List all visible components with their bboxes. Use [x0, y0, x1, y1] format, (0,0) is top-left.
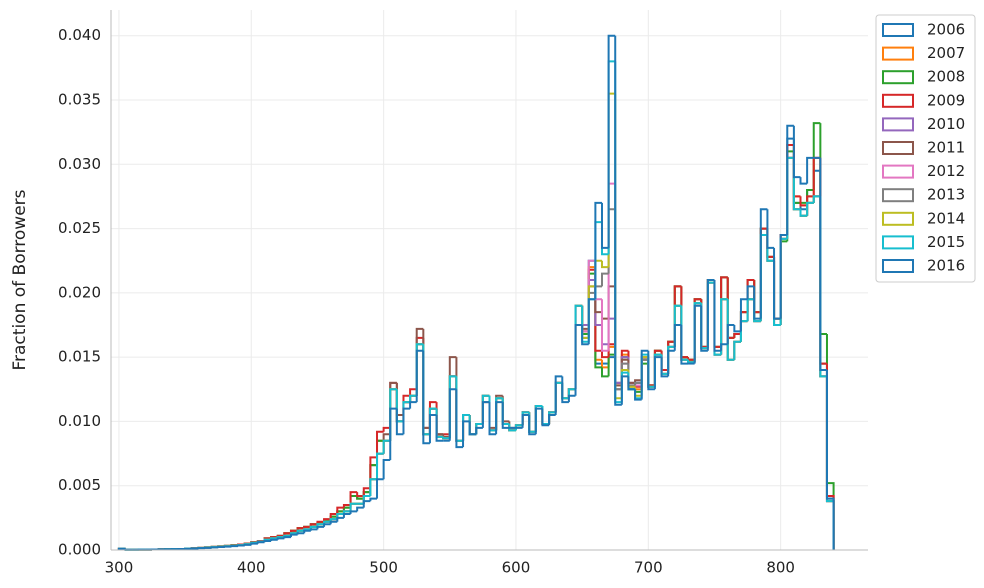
legend-label: 2015 — [927, 233, 965, 251]
histogram-step — [304, 531, 311, 534]
x-tick-label: 300 — [105, 559, 134, 577]
y-tick-label: 0.020 — [58, 283, 101, 301]
y-tick-label: 0.000 — [58, 541, 101, 559]
histogram-step — [794, 126, 801, 177]
histogram-step — [364, 501, 371, 507]
histogram-step — [238, 546, 245, 547]
histogram-step — [331, 522, 338, 525]
histogram-step — [781, 235, 788, 319]
series — [119, 145, 834, 550]
histogram-step — [476, 428, 483, 434]
histogram-step — [311, 529, 318, 530]
histogram-step — [344, 514, 351, 518]
histogram-step — [569, 396, 576, 402]
histogram-step — [278, 538, 285, 539]
histogram-step — [271, 540, 278, 541]
y-tick-label: 0.025 — [58, 219, 101, 237]
histogram-step — [668, 351, 675, 377]
histogram-step — [807, 203, 814, 216]
histogram-step — [298, 533, 305, 534]
y-tick-label: 0.030 — [58, 155, 101, 173]
legend-label: 2009 — [927, 91, 965, 109]
histogram-step — [351, 511, 358, 514]
x-tick-label: 700 — [634, 559, 663, 577]
y-tick-label: 0.035 — [58, 91, 101, 109]
legend-label: 2010 — [927, 115, 965, 133]
histogram-step — [265, 541, 272, 542]
legend-label: 2012 — [927, 162, 965, 180]
x-tick-label: 600 — [502, 559, 531, 577]
histogram-step — [291, 535, 298, 538]
y-tick-label: 0.040 — [58, 26, 101, 44]
histogram-step — [258, 542, 265, 543]
legend-label: 2016 — [927, 257, 965, 275]
histogram-step — [827, 370, 834, 550]
histogram-step — [357, 508, 364, 512]
histogram-step — [377, 479, 384, 498]
histogram-step — [410, 402, 417, 408]
histogram-step — [384, 460, 391, 479]
histogram-step — [245, 545, 252, 546]
legend-label: 2006 — [927, 21, 965, 39]
series — [119, 145, 834, 550]
series — [119, 158, 834, 550]
y-tick-label: 0.010 — [58, 412, 101, 430]
x-tick-label: 400 — [237, 559, 266, 577]
histogram-step — [324, 524, 331, 527]
series — [119, 158, 834, 550]
histogram-step — [251, 544, 258, 545]
legend-label: 2014 — [927, 209, 965, 227]
histogram-step — [284, 537, 291, 538]
series — [119, 94, 834, 550]
x-tick-label: 500 — [369, 559, 398, 577]
histogram-step — [337, 518, 344, 522]
legend-label: 2008 — [927, 68, 965, 86]
legend-label: 2013 — [927, 186, 965, 204]
histogram-step — [317, 527, 324, 530]
histogram-step — [231, 546, 238, 547]
series — [119, 158, 834, 550]
y-tick-label: 0.015 — [58, 348, 101, 366]
histogram-step — [615, 36, 622, 405]
legend-label: 2011 — [927, 139, 965, 157]
legend-label: 2007 — [927, 44, 965, 62]
series — [119, 158, 834, 550]
y-axis-label: Fraction of Borrowers — [10, 189, 30, 370]
x-tick-label: 800 — [766, 559, 795, 577]
histogram-step — [370, 499, 377, 502]
histogram-step — [549, 415, 556, 425]
series — [119, 61, 834, 550]
y-tick-label: 0.005 — [58, 476, 101, 494]
